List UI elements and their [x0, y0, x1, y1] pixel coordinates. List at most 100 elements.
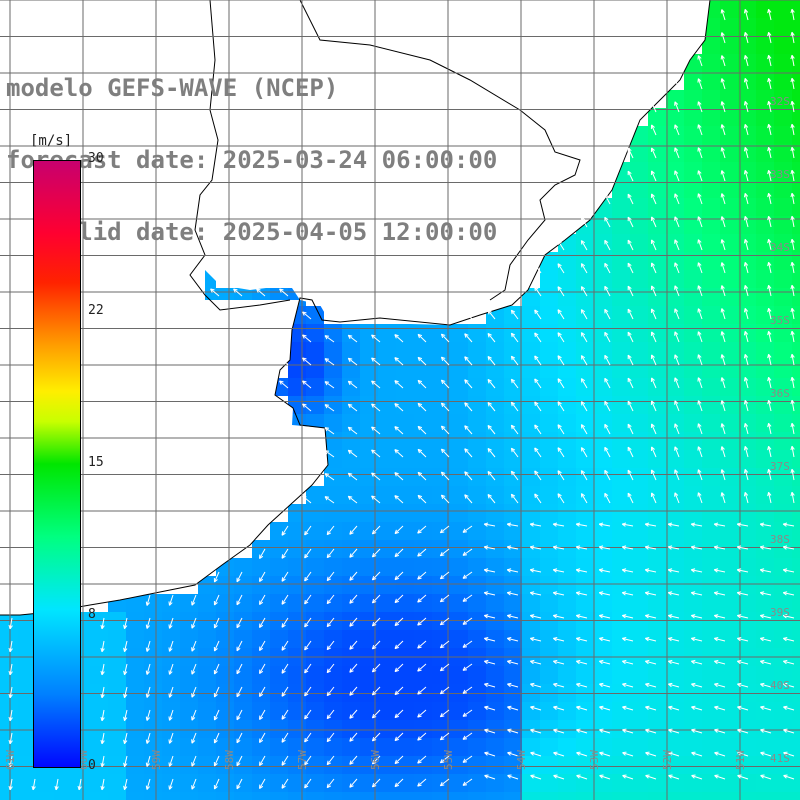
wind-cell	[738, 666, 756, 684]
wind-arrow	[326, 548, 335, 559]
wind-cell	[486, 342, 504, 360]
wind-cell	[396, 666, 414, 684]
wind-arrow	[720, 147, 726, 159]
wind-cell	[774, 792, 792, 800]
wind-cell	[504, 756, 522, 774]
wind-arrow	[100, 663, 105, 676]
wind-cell	[630, 450, 648, 468]
wind-cell	[414, 576, 432, 594]
wind-arrow	[767, 330, 772, 343]
wind-cell	[558, 792, 576, 800]
wind-arrow	[767, 215, 772, 228]
wind-arrow	[674, 78, 680, 90]
wind-arrow	[645, 637, 657, 642]
wind-cell	[648, 108, 666, 126]
wind-arrow	[213, 709, 220, 721]
wind-cell	[684, 234, 702, 252]
wind-cell	[630, 702, 648, 720]
wind-cell	[666, 522, 684, 540]
wind-cell	[342, 414, 360, 432]
wind-cell	[774, 270, 792, 288]
wind-cell	[360, 432, 378, 450]
wind-cell	[558, 576, 576, 594]
wind-cell	[756, 396, 774, 414]
lon-label: 57W	[296, 750, 309, 770]
wind-cell	[648, 306, 666, 324]
wind-arrow	[236, 594, 243, 606]
wind-cell	[540, 576, 558, 594]
wind-arrow	[483, 522, 496, 527]
wind-cell	[684, 360, 702, 378]
wind-arrow	[691, 682, 703, 688]
wind-arrow	[440, 379, 450, 389]
wind-arrow	[576, 728, 588, 734]
wind-arrow	[506, 591, 519, 596]
wind-arrow	[281, 755, 289, 766]
wind-cell	[612, 774, 630, 792]
wind-cell	[324, 450, 342, 468]
wind-cell	[540, 720, 558, 738]
longitude-labels: 61W60W59W58W57W56W55W54W53W52W51W50W	[4, 750, 747, 770]
wind-arrow	[191, 640, 197, 652]
wind-cell	[576, 288, 594, 306]
state-border	[299, 0, 581, 301]
wind-cell	[396, 342, 414, 360]
wind-cell	[702, 126, 720, 144]
wind-cell	[342, 468, 360, 486]
wind-cell	[486, 774, 504, 792]
wind-arrow	[417, 594, 427, 603]
wind-arrow	[557, 240, 565, 251]
wind-cell	[684, 198, 702, 216]
wind-arrow	[145, 778, 151, 790]
wind-arrow	[347, 495, 358, 504]
wind-arrow	[236, 778, 243, 790]
wind-cell	[774, 126, 792, 144]
wind-cell	[792, 396, 800, 414]
wind-cell	[252, 738, 270, 756]
wind-cell	[648, 558, 666, 576]
wind-arrow	[667, 614, 680, 619]
wind-arrow	[417, 525, 427, 534]
wind-cell	[684, 792, 702, 800]
wind-cell	[522, 792, 540, 800]
wind-arrow	[720, 101, 726, 113]
wind-cell	[450, 576, 468, 594]
wind-cell	[666, 594, 684, 612]
wind-arrow	[123, 778, 128, 791]
wind-arrow	[790, 31, 795, 44]
wind-cell	[702, 432, 720, 450]
wind-arrow	[507, 659, 519, 665]
wind-arrow	[599, 751, 611, 757]
wind-cell	[162, 738, 180, 756]
wind-arrow	[650, 423, 657, 435]
wind-cell	[630, 270, 648, 288]
wind-arrow	[743, 239, 749, 251]
wind-cell	[630, 342, 648, 360]
wind-cell	[648, 198, 666, 216]
wind-cell	[468, 432, 486, 450]
wind-arrow	[674, 239, 680, 251]
wind-arrow	[743, 446, 749, 458]
wind-arrow	[302, 334, 312, 343]
wind-cell	[378, 468, 396, 486]
wind-cell	[738, 36, 756, 54]
wind-cell	[360, 396, 378, 414]
wind-cell	[288, 576, 306, 594]
wind-arrow	[394, 663, 404, 673]
wind-arrow	[697, 377, 703, 389]
wind-cell	[684, 270, 702, 288]
wind-arrow	[483, 545, 496, 550]
wind-arrow	[697, 216, 703, 228]
wind-arrow	[304, 640, 312, 651]
wind-cell	[720, 414, 738, 432]
wind-cell	[648, 234, 666, 252]
wind-arrow	[439, 571, 450, 580]
wind-cell	[612, 360, 630, 378]
wind-cell	[234, 792, 252, 800]
wind-cell	[450, 414, 468, 432]
wind-cell	[648, 666, 666, 684]
wind-cell	[666, 396, 684, 414]
wind-cell	[738, 18, 756, 36]
wind-cell	[630, 720, 648, 738]
wind-cell	[576, 594, 594, 612]
